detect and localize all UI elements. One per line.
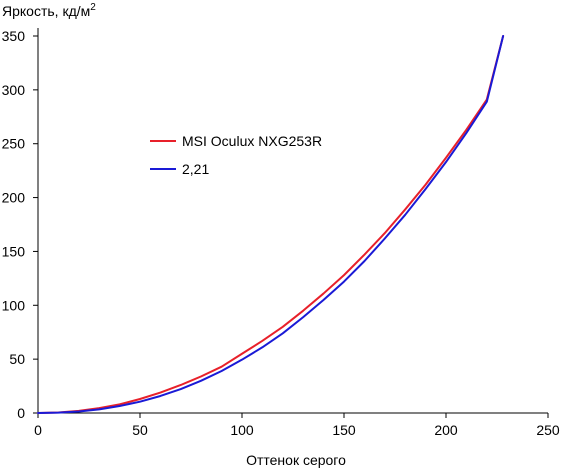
axes bbox=[37, 28, 548, 414]
x-tick-label: 0 bbox=[34, 422, 42, 438]
legend-label: 2,21 bbox=[182, 161, 209, 177]
y-tick-label: 0 bbox=[17, 405, 25, 421]
y-tick-label: 250 bbox=[2, 136, 26, 152]
y-tick-label: 100 bbox=[2, 297, 26, 313]
x-tick-label: 150 bbox=[332, 422, 356, 438]
y-axis-title: Яркость, кд/м2 bbox=[2, 2, 96, 19]
x-tick-label: 100 bbox=[230, 422, 254, 438]
y-tick-label: 350 bbox=[2, 28, 26, 44]
ticks: 0 50 100 150 200 250 0 50 100 150 200 250 300 350 bbox=[2, 28, 560, 438]
x-tick-label: 250 bbox=[536, 422, 560, 438]
x-axis-title: Оттенок серого bbox=[246, 452, 346, 468]
legend: MSI Oculux NXG253R 2,21 bbox=[150, 133, 322, 177]
x-tick-label: 200 bbox=[434, 422, 458, 438]
y-tick-label: 150 bbox=[2, 243, 26, 259]
y-tick-label: 200 bbox=[2, 190, 26, 206]
x-tick-label: 50 bbox=[132, 422, 148, 438]
y-axis-title-superscript: 2 bbox=[90, 2, 96, 13]
y-tick-label: 300 bbox=[2, 82, 26, 98]
y-tick-label: 50 bbox=[9, 351, 25, 367]
y-axis-title-main: Яркость, кд/м bbox=[2, 3, 90, 19]
series-line-gamma bbox=[37, 35, 505, 414]
legend-label: MSI Oculux NXG253R bbox=[182, 133, 322, 149]
series bbox=[37, 35, 505, 414]
series-line-monitor bbox=[37, 35, 505, 414]
